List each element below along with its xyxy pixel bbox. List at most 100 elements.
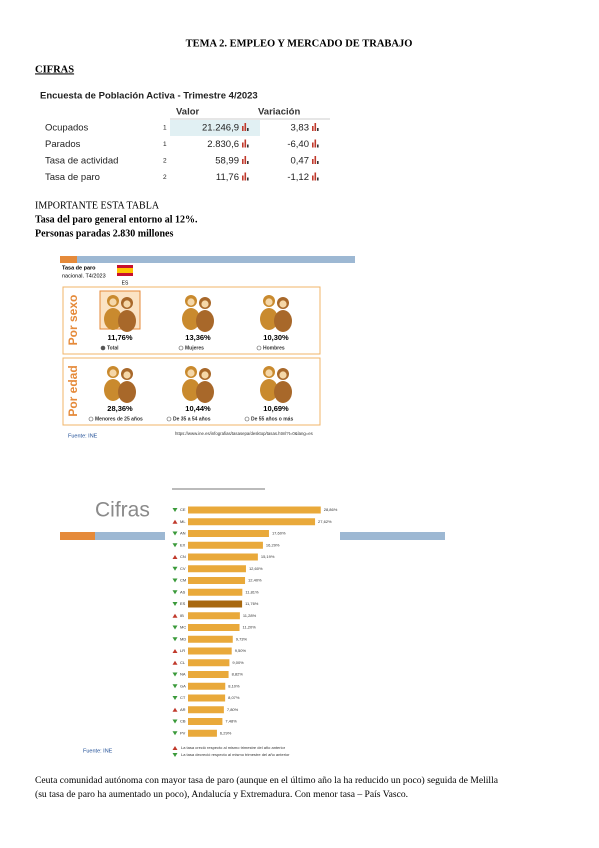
bar	[188, 588, 243, 596]
person-body	[118, 381, 136, 403]
bar	[188, 729, 217, 737]
item-label: De 35 a 54 años	[173, 416, 211, 422]
value-label: 9,00%	[232, 660, 244, 665]
value-cell: 21.246,9	[202, 123, 239, 134]
category-label: NA	[180, 672, 186, 677]
value-label: 6,29%	[220, 730, 232, 735]
person-body	[196, 310, 214, 332]
chart-title: Cifras	[95, 499, 150, 522]
category-label: AN	[180, 531, 186, 536]
person-face	[265, 298, 273, 306]
category-label: CB	[180, 719, 186, 724]
person-face	[123, 300, 131, 308]
category-label: CM	[180, 578, 186, 583]
note: Tasa del paro general entorno al 12%.	[35, 214, 198, 225]
person-face	[109, 298, 117, 306]
value-label: 28,86%	[324, 507, 338, 512]
bars-icon	[317, 161, 319, 164]
item-label: Mujeres	[185, 345, 204, 351]
strip-accent	[60, 532, 95, 540]
info-title: nacional. T4/2023	[62, 273, 106, 279]
variation-cell: 3,83	[291, 123, 310, 134]
value-label: 9,50%	[235, 648, 247, 653]
value-label: 17,60%	[272, 531, 286, 536]
value-label: 11,81%	[245, 589, 259, 594]
note: Personas paradas 2.830 millones	[35, 228, 173, 239]
bars-icon	[242, 159, 244, 164]
info-title: Tasa de paro	[62, 265, 96, 271]
section-title: CIFRAS	[35, 64, 74, 75]
bar	[188, 506, 321, 514]
country: ES	[122, 280, 129, 286]
value-label: 11,76%	[245, 601, 259, 606]
person-body	[274, 310, 292, 332]
row-label: Parados	[45, 139, 81, 150]
row-label: Tasa de paro	[45, 172, 100, 183]
arrow-up	[172, 649, 178, 653]
value-label: 8,07%	[228, 695, 240, 700]
person-face	[201, 300, 209, 308]
radio	[256, 345, 262, 351]
variation-cell: -6,40	[287, 139, 309, 150]
value-label: 15,19%	[261, 554, 275, 559]
bar	[188, 600, 243, 608]
person-body	[104, 308, 122, 330]
arrow-down	[172, 637, 178, 642]
person-body	[196, 381, 214, 403]
arrow-down	[172, 696, 178, 700]
legend-text: La tasa decreció respecto al mismo trime…	[181, 752, 290, 757]
bars-icon	[317, 177, 319, 181]
category-label: AS	[180, 589, 186, 594]
value-label: 11,28%	[243, 613, 257, 618]
top-strip-accent	[60, 256, 77, 263]
group-label: Por sexo	[66, 295, 80, 346]
person-face	[123, 371, 131, 379]
category-label: CT	[180, 695, 186, 700]
category-label: GA	[180, 683, 186, 688]
arrow-up	[172, 746, 178, 750]
row-note: 1	[163, 125, 167, 132]
person-face	[109, 369, 117, 377]
bars-icon	[314, 123, 317, 131]
bars-icon	[244, 139, 247, 148]
variation-cell: -1,12	[287, 172, 309, 183]
percent: 28,36%	[107, 404, 133, 413]
category-label: CE	[180, 507, 186, 512]
value-label: 11,20%	[243, 625, 257, 630]
arrow-up	[172, 707, 178, 712]
bars-icon	[242, 142, 244, 148]
category-label: ML	[180, 519, 186, 524]
person-body	[182, 379, 200, 401]
category-label: AR	[180, 707, 186, 712]
table-title: Encuesta de Población Activa - Trimestre…	[40, 91, 258, 102]
bar	[188, 659, 230, 667]
legend-text: La tasa creció respecto al mismo trimest…	[181, 745, 286, 750]
group-box	[62, 357, 321, 426]
bar	[188, 565, 246, 573]
bars-icon	[317, 144, 319, 148]
page-title: TEMA 2. EMPLEO Y MERCADO DE TRABAJO	[186, 38, 413, 49]
value-cell: 2.830,6	[207, 139, 239, 150]
value-label: 16,29%	[266, 542, 280, 547]
bars-icon	[312, 159, 314, 164]
arrow-down	[172, 602, 178, 606]
category-label: PV	[180, 730, 186, 735]
category-label: CV	[180, 566, 186, 571]
item-label: Hombres	[263, 345, 285, 351]
flag	[117, 268, 133, 273]
arrow-down	[172, 731, 178, 736]
bars-icon	[242, 126, 244, 131]
category-label: MD	[180, 636, 186, 641]
category-label: MC	[180, 625, 186, 630]
arrow-down	[172, 625, 178, 630]
row-note: 2	[163, 158, 167, 165]
bars-icon	[314, 139, 317, 148]
bars-icon	[317, 128, 319, 131]
bars-icon	[247, 144, 249, 148]
bars-icon	[247, 128, 249, 131]
item-label: Menores de 25 años	[95, 416, 143, 422]
category-label: EX	[180, 542, 186, 547]
value-label: 9,73%	[236, 636, 248, 641]
row-label: Ocupados	[45, 123, 89, 134]
bar	[188, 647, 232, 655]
